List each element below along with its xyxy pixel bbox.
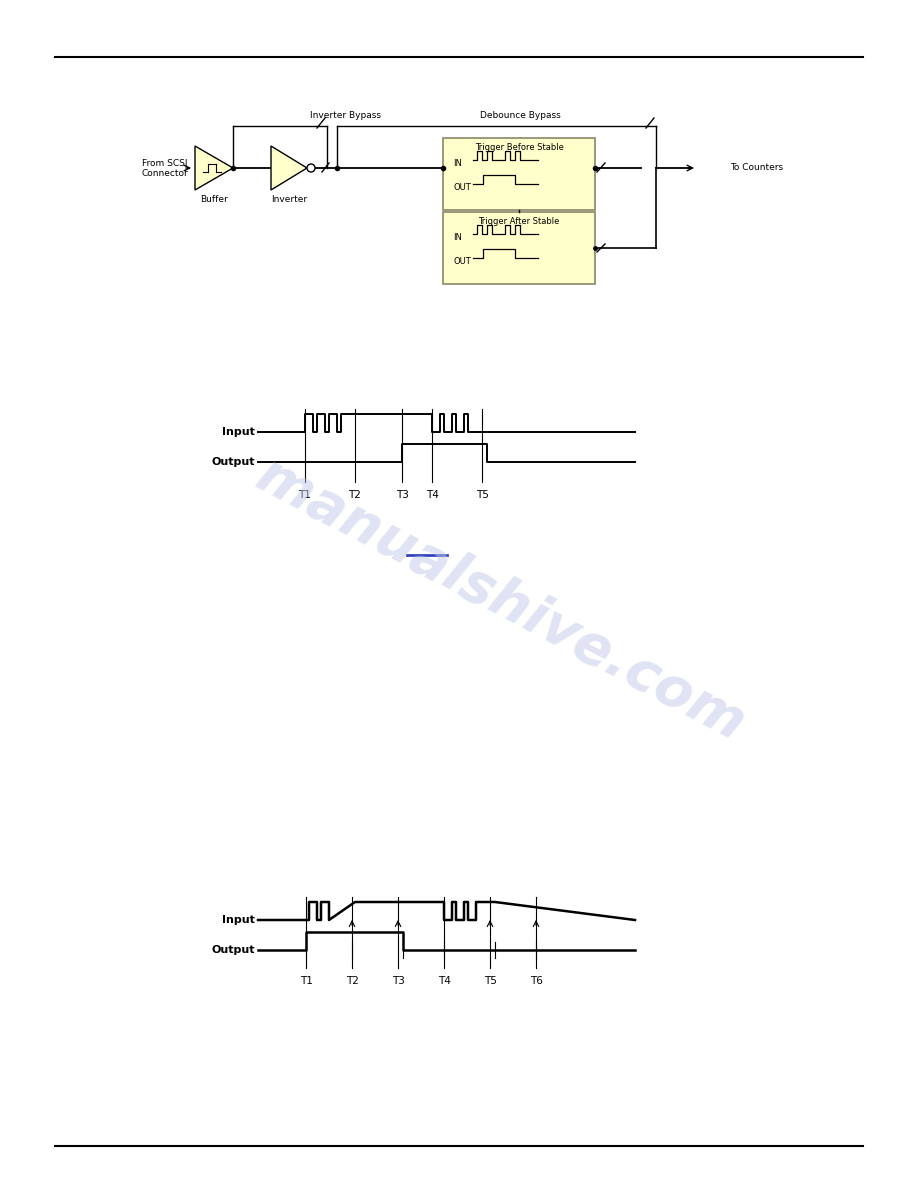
Text: Debounce Bypass: Debounce Bypass <box>480 112 561 120</box>
Bar <box>443 211 595 284</box>
Text: Buffer: Buffer <box>200 196 228 204</box>
Polygon shape <box>271 146 307 190</box>
Text: T3: T3 <box>396 489 409 500</box>
Text: Output: Output <box>211 944 255 955</box>
Text: OUT: OUT <box>453 183 471 192</box>
Text: T2: T2 <box>349 489 362 500</box>
Polygon shape <box>195 146 233 190</box>
Text: From SCSI: From SCSI <box>142 158 188 168</box>
Circle shape <box>307 164 315 172</box>
Text: T5: T5 <box>476 489 488 500</box>
Text: To Counters: To Counters <box>730 164 783 172</box>
Text: T1: T1 <box>299 977 312 986</box>
Text: T2: T2 <box>345 977 358 986</box>
Text: Input: Input <box>222 426 255 437</box>
Text: T6: T6 <box>530 977 543 986</box>
Text: T4: T4 <box>426 489 439 500</box>
Text: T1: T1 <box>298 489 311 500</box>
Text: manualshive.com: manualshive.com <box>246 448 754 752</box>
Text: IN: IN <box>453 234 462 242</box>
Text: Inverter: Inverter <box>271 196 307 204</box>
Text: T4: T4 <box>438 977 451 986</box>
Text: Trigger Before Stable: Trigger Before Stable <box>475 143 564 152</box>
Text: IN: IN <box>453 159 462 169</box>
Text: Connector: Connector <box>141 170 188 178</box>
Text: Trigger After Stable: Trigger After Stable <box>478 216 560 226</box>
Text: T5: T5 <box>484 977 497 986</box>
Text: T3: T3 <box>392 977 405 986</box>
Text: Inverter Bypass: Inverter Bypass <box>310 112 381 120</box>
Text: Output: Output <box>211 457 255 467</box>
Bar <box>443 138 595 210</box>
Text: OUT: OUT <box>453 258 471 266</box>
Text: Input: Input <box>222 915 255 925</box>
